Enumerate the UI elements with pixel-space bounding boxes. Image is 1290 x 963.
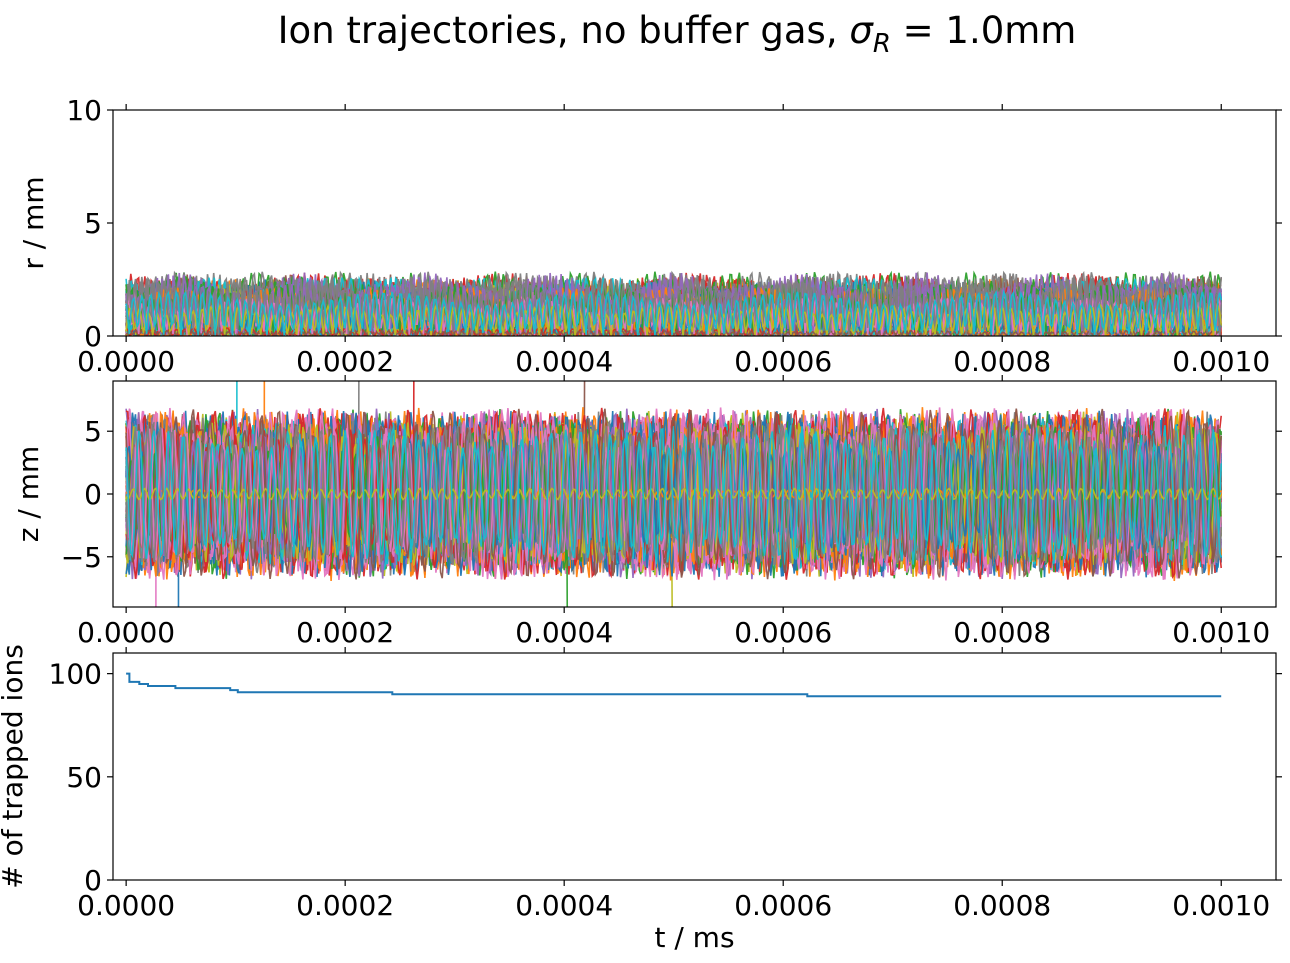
x-tick-label: 0.0004	[515, 889, 613, 922]
trajectory-series-line	[125, 278, 1222, 336]
y-axis-label: z / mm	[12, 446, 45, 542]
y-axis-label: r / mm	[17, 176, 50, 269]
x-tick-label: 0.0006	[734, 616, 832, 649]
trajectory-series-line	[125, 428, 1222, 559]
y-tick-label: 0	[84, 864, 102, 897]
x-axis-label: t / ms	[654, 921, 734, 954]
y-tick-label: 10	[66, 94, 102, 127]
trajectory-series-line	[125, 487, 1222, 501]
trajectory-series-line	[125, 289, 1222, 336]
x-tick-label: 0.0000	[77, 345, 175, 378]
x-tick-label: 0.0000	[77, 889, 175, 922]
x-tick-label: 0.0000	[77, 616, 175, 649]
trajectory-series-line	[125, 408, 1222, 580]
x-tick-label: 0.0008	[953, 889, 1051, 922]
y-tick-label: −5	[61, 541, 102, 574]
x-tick-label: 0.0002	[296, 616, 394, 649]
x-tick-label: 0.0010	[1172, 345, 1270, 378]
x-tick-label: 0.0010	[1172, 889, 1270, 922]
figure-title: Ion trajectories, no buffer gas, σR = 1.…	[278, 9, 1077, 59]
y-tick-label: 0	[84, 320, 102, 353]
y-axis-label: # of trapped ions	[0, 644, 29, 889]
plot-area	[125, 270, 1222, 336]
x-tick-label: 0.0010	[1172, 616, 1270, 649]
x-tick-label: 0.0002	[296, 889, 394, 922]
x-tick-label: 0.0006	[734, 345, 832, 378]
x-tick-label: 0.0008	[953, 345, 1051, 378]
y-tick-label: 0	[84, 478, 102, 511]
y-tick-label: 5	[84, 415, 102, 448]
trajectory-series-line	[125, 424, 1222, 564]
y-tick-label: 50	[66, 761, 102, 794]
x-tick-label: 0.0004	[515, 616, 613, 649]
r-trajectory-panel: 0.0000 0.0002 0.0004 0.0006 0.0008 0.0010 0 5 10…	[17, 94, 1282, 378]
plot-area	[126, 672, 1222, 698]
trapped-ions-panel: 0.0000 0.0002 0.0004 0.0006 0.0008 0.0010 0 50 1…	[0, 644, 1282, 954]
trajectory-series-line	[126, 329, 1222, 336]
x-tick-label: 0.0004	[515, 345, 613, 378]
y-tick-label: 5	[84, 207, 102, 240]
axes-frame	[112, 652, 1277, 881]
x-tick-label: 0.0002	[296, 345, 394, 378]
trapped-ions-series-line	[126, 672, 1222, 698]
x-tick-label: 0.0008	[953, 616, 1051, 649]
plot-area	[125, 381, 1222, 607]
z-trajectory-panel: 0.0000 0.0002 0.0004 0.0006 0.0008 0.0010 −5 0 5…	[12, 375, 1282, 649]
y-tick-label: 100	[49, 658, 102, 691]
x-tick-label: 0.0006	[734, 889, 832, 922]
